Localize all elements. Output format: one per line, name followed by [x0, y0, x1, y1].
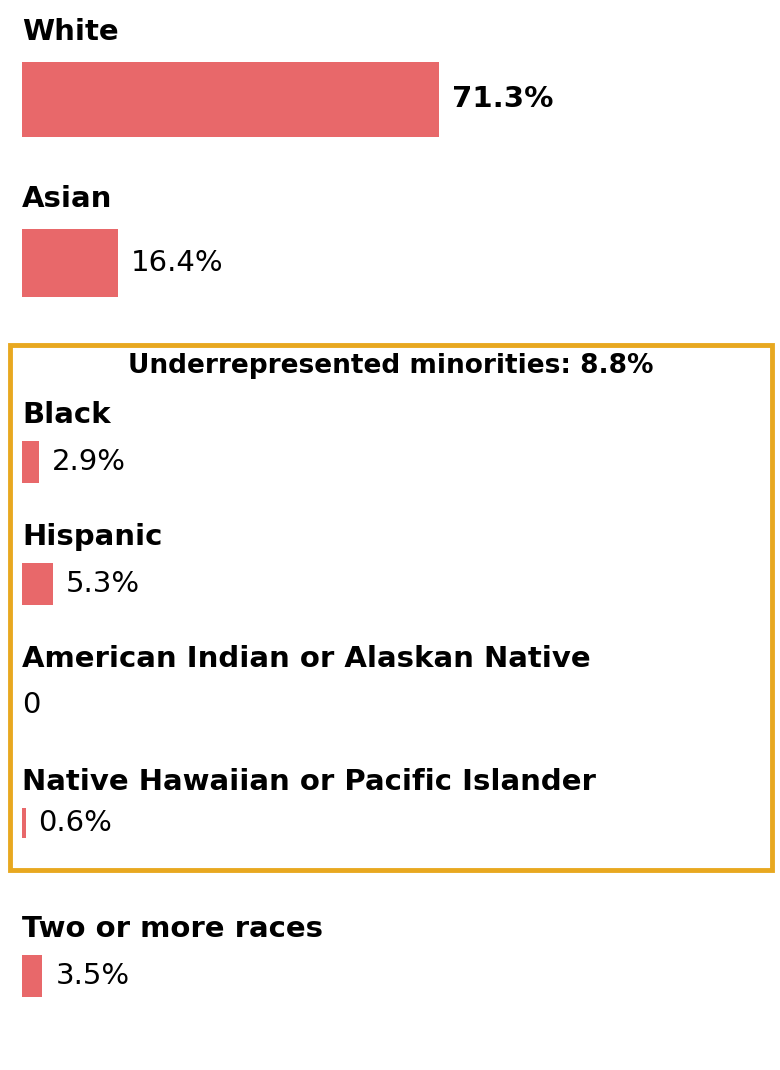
Text: Two or more races: Two or more races [22, 915, 323, 943]
Bar [22, 563, 53, 605]
Text: 16.4%: 16.4% [131, 249, 224, 277]
Text: Black: Black [22, 401, 111, 429]
Text: 2.9%: 2.9% [52, 448, 126, 476]
Bar [22, 62, 439, 137]
Bar [22, 441, 39, 483]
Text: 3.5%: 3.5% [55, 962, 129, 990]
Bar [22, 956, 42, 997]
Text: 0.6%: 0.6% [38, 809, 112, 837]
Text: American Indian or Alaskan Native: American Indian or Alaskan Native [22, 645, 590, 673]
Text: White: White [22, 18, 119, 46]
Text: 0: 0 [22, 691, 41, 719]
Bar [22, 229, 118, 297]
Bar [10, 345, 772, 870]
Bar [22, 808, 26, 838]
Text: Hispanic: Hispanic [22, 523, 162, 551]
Text: Native Hawaiian or Pacific Islander: Native Hawaiian or Pacific Islander [22, 768, 596, 796]
Text: Underrepresented minorities: 8.8%: Underrepresented minorities: 8.8% [128, 353, 654, 379]
Text: 71.3%: 71.3% [452, 86, 554, 113]
Text: 5.3%: 5.3% [66, 570, 140, 598]
Text: Asian: Asian [22, 185, 112, 213]
